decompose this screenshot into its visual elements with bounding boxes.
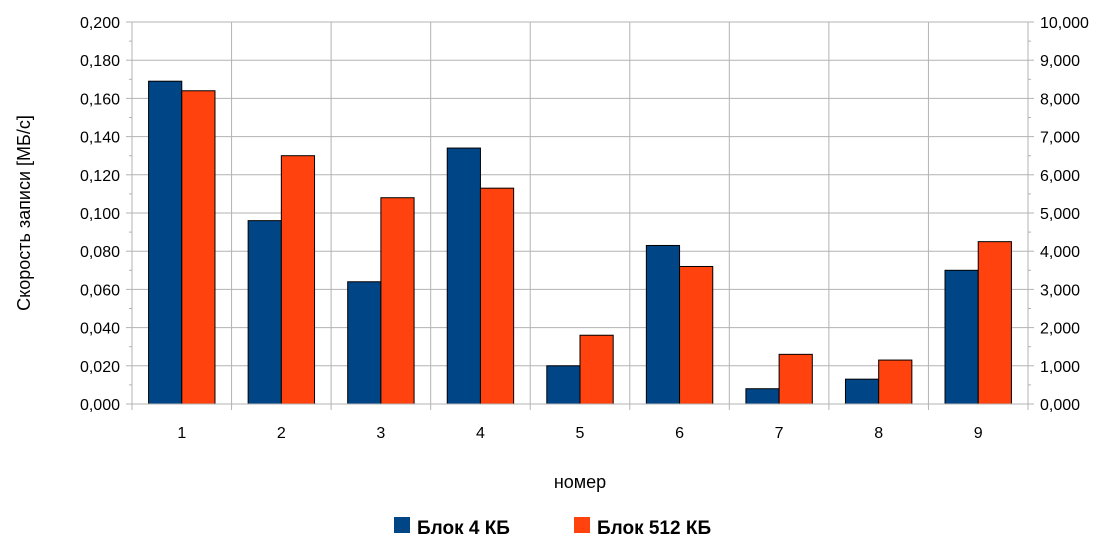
bar-4kb-5 bbox=[546, 365, 581, 405]
y-axis-ticks: 0,000 0,020 0,040 0,060 0,080 0,100 0,120 0,140… bbox=[80, 15, 120, 414]
bar-4kb-8 bbox=[844, 378, 880, 405]
y-tick-label: 0,000 bbox=[80, 397, 120, 414]
y-tick-label: 0,080 bbox=[80, 244, 120, 261]
y2-tick-label: 2,000 bbox=[1040, 321, 1080, 338]
legend-swatch-512kb bbox=[574, 517, 590, 533]
y2-tick-label: 4,000 bbox=[1040, 244, 1080, 261]
y2-tick-label: 1,000 bbox=[1040, 359, 1080, 376]
plot-border bbox=[131, 21, 1029, 405]
y2-tick-label: 9,000 bbox=[1040, 53, 1080, 70]
x-tick-label: 7 bbox=[775, 425, 784, 442]
legend: Блок 4 КБ Блок 512 КБ bbox=[394, 517, 711, 539]
bar-512kb-4 bbox=[479, 187, 515, 405]
y-tick-label: 0,140 bbox=[80, 130, 120, 147]
y-tick-label: 0,100 bbox=[80, 206, 120, 223]
bar-512kb-1 bbox=[181, 90, 216, 405]
legend-swatch-4kb bbox=[394, 517, 410, 533]
axes bbox=[126, 21, 1034, 410]
bar-4kb-9 bbox=[944, 269, 979, 405]
legend-label-4kb: Блок 4 КБ bbox=[417, 518, 510, 539]
bar-512kb-7 bbox=[778, 353, 813, 405]
x-axis-title: номер bbox=[554, 472, 606, 492]
x-tick-label: 6 bbox=[675, 425, 684, 442]
y2-tick-label: 8,000 bbox=[1040, 91, 1080, 108]
bar-512kb-2 bbox=[280, 155, 316, 405]
bar-4kb-2 bbox=[247, 220, 282, 405]
y-tick-label: 0,020 bbox=[80, 359, 120, 376]
x-tick-label: 9 bbox=[974, 425, 983, 442]
y-axis-title: Скорость записи [МБ/с] bbox=[14, 115, 34, 311]
y-tick-label: 0,200 bbox=[80, 15, 120, 32]
bar-4kb-7 bbox=[745, 388, 780, 405]
x-tick-label: 4 bbox=[476, 425, 485, 442]
y2-tick-label: 0,000 bbox=[1040, 397, 1080, 414]
y2-tick-label: 7,000 bbox=[1040, 130, 1080, 147]
bar-4kb-4 bbox=[446, 147, 481, 405]
y-tick-label: 0,060 bbox=[80, 282, 120, 299]
y-tick-label: 0,180 bbox=[80, 53, 120, 70]
bar-512kb-8 bbox=[878, 359, 913, 405]
x-tick-label: 1 bbox=[177, 425, 186, 442]
bar-512kb-6 bbox=[679, 265, 714, 405]
bar-512kb-5 bbox=[579, 334, 614, 405]
bar-4kb-6 bbox=[645, 244, 681, 405]
x-tick-label: 2 bbox=[277, 425, 286, 442]
bar-4kb-3 bbox=[347, 281, 382, 405]
y-tick-label: 0,040 bbox=[80, 321, 120, 338]
x-axis-ticks: 1 2 3 4 5 6 7 8 9 bbox=[177, 425, 982, 442]
y2-tick-label: 5,000 bbox=[1040, 206, 1080, 223]
bar-4kb-1 bbox=[148, 80, 183, 405]
x-tick-label: 5 bbox=[576, 425, 585, 442]
y2-tick-label: 6,000 bbox=[1040, 168, 1080, 185]
y2-tick-label: 10,000 bbox=[1040, 15, 1089, 32]
x-tick-label: 3 bbox=[376, 425, 385, 442]
y2-axis-ticks: 0,000 1,000 2,000 3,000 4,000 5,000 6,000 7,000… bbox=[1040, 15, 1089, 414]
bar-512kb-9 bbox=[977, 241, 1012, 405]
bar-512kb-3 bbox=[380, 197, 415, 405]
legend-label-512kb: Блок 512 КБ bbox=[597, 518, 711, 539]
y-tick-label: 0,160 bbox=[80, 91, 120, 108]
y-tick-label: 0,120 bbox=[80, 168, 120, 185]
y2-tick-label: 3,000 bbox=[1040, 282, 1080, 299]
bars bbox=[148, 80, 1012, 405]
x-tick-label: 8 bbox=[874, 425, 883, 442]
